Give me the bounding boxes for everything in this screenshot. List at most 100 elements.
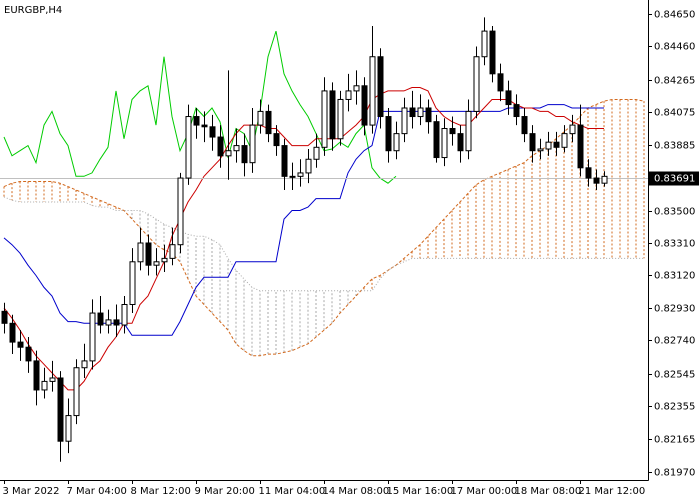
x-tick-label: 9 Mar 20:00 <box>195 486 255 497</box>
y-tick-label: 0.84265 <box>654 76 695 87</box>
x-tick-label: 15 Mar 16:00 <box>387 486 454 497</box>
indicator-line <box>3 196 644 292</box>
candle-body <box>153 261 160 266</box>
candle-body <box>553 141 560 148</box>
y-tick-label: 0.82165 <box>654 435 695 446</box>
indicator-line <box>3 99 645 357</box>
candle-body <box>185 116 192 179</box>
candle-body <box>81 360 88 369</box>
candle-body <box>25 346 32 362</box>
indicator-line <box>3 30 397 184</box>
x-tick-label: 17 Mar 00:00 <box>451 486 518 497</box>
candle-body <box>369 56 376 126</box>
candle-body <box>361 85 368 126</box>
candle-body <box>177 177 184 246</box>
y-tick-label: 0.84460 <box>654 42 695 53</box>
candle-body <box>137 242 144 263</box>
candle-body <box>145 242 152 266</box>
candle-body <box>441 128 448 159</box>
candle-body <box>345 90 352 100</box>
candle-body <box>73 367 80 417</box>
candle-body <box>33 360 40 391</box>
chart-title: EURGBP,H4 <box>4 5 62 16</box>
candle-body <box>393 133 400 152</box>
candle-body <box>561 133 568 148</box>
candle-body <box>425 107 432 123</box>
x-tick-label: 8 Mar 12:00 <box>131 486 191 497</box>
candle-body <box>513 104 520 118</box>
candle-body <box>401 107 408 135</box>
candle-body <box>409 107 416 118</box>
candle-body <box>385 116 392 152</box>
candle-body <box>209 126 216 138</box>
candle-body <box>265 110 272 135</box>
candle-body <box>329 90 336 140</box>
y-tick-label: 0.83885 <box>654 141 695 152</box>
candle-body <box>473 56 480 112</box>
candle-body <box>97 312 104 326</box>
candle-body <box>449 128 456 135</box>
x-tick-label: 7 Mar 04:00 <box>67 486 127 497</box>
candle-body <box>321 90 328 148</box>
candle-body <box>465 110 472 152</box>
y-tick-label: 0.83500 <box>654 207 695 218</box>
y-tick-label: 0.83310 <box>654 239 695 250</box>
candle-body <box>105 319 112 326</box>
y-tick-label: 0.82930 <box>654 304 695 315</box>
candle-body <box>49 377 56 382</box>
candle-body <box>353 85 360 92</box>
candle-body <box>9 322 16 343</box>
y-tick-label: 0.82355 <box>654 402 695 413</box>
current-price-box <box>649 171 699 186</box>
candle-body <box>281 145 288 177</box>
candle-body <box>497 73 504 92</box>
candle-body <box>1 310 8 324</box>
candle-body <box>161 257 168 263</box>
candle-body <box>121 304 128 326</box>
x-tick-label: 11 Mar 04:00 <box>259 486 326 497</box>
candle-body <box>129 261 136 306</box>
candle-body <box>505 90 512 106</box>
candle-body <box>601 175 608 184</box>
indicator-line <box>3 87 604 391</box>
x-tick-label: 18 Mar 08:00 <box>515 486 582 497</box>
candle-body <box>377 56 384 118</box>
candle-body <box>113 319 120 326</box>
candle-body <box>529 133 536 152</box>
candle-body <box>337 98 344 140</box>
candle-body <box>481 30 488 58</box>
candle-body <box>577 124 584 169</box>
candle-body <box>313 146 320 160</box>
y-tick-label: 0.83120 <box>654 271 695 282</box>
candle-body <box>585 167 592 179</box>
y-tick-label: 0.82545 <box>654 370 695 381</box>
candle-body <box>433 121 440 159</box>
candle-body <box>489 30 496 75</box>
candle-body <box>545 141 552 150</box>
y-tick-label: 0.81970 <box>654 468 695 479</box>
candle-body <box>65 415 72 442</box>
y-tick-label: 0.84650 <box>654 10 695 21</box>
candle-body <box>41 380 48 391</box>
candle-body <box>241 145 248 164</box>
candle-body <box>57 377 64 442</box>
candle-body <box>305 158 312 174</box>
candle-body <box>289 175 296 178</box>
x-tick-label: 14 Mar 08:00 <box>323 486 390 497</box>
candle-body <box>249 124 256 164</box>
candle-body <box>257 110 264 126</box>
candle-body <box>193 116 200 126</box>
candle-body <box>169 244 176 259</box>
candle-body <box>89 312 96 362</box>
y-tick-label: 0.84075 <box>654 108 695 119</box>
candle-body <box>273 133 280 147</box>
candle-body <box>297 172 304 177</box>
x-tick-label: 3 Mar 2022 <box>3 486 60 497</box>
candle-body <box>233 145 240 152</box>
candle-body <box>521 116 528 135</box>
candle-body <box>217 136 224 157</box>
candle-body <box>417 107 424 118</box>
candle-body <box>593 177 600 184</box>
